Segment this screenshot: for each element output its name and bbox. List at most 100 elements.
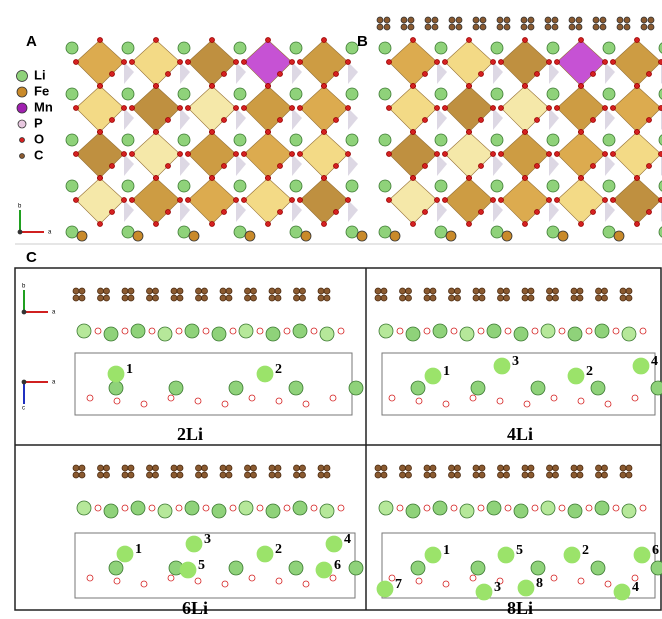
atom — [322, 130, 327, 135]
atom — [435, 180, 447, 192]
atom — [528, 295, 534, 301]
atom — [239, 324, 253, 338]
atom — [242, 198, 247, 203]
atom — [424, 465, 430, 471]
atom — [177, 465, 183, 471]
atom — [547, 152, 552, 157]
atom — [596, 465, 602, 471]
atom — [406, 327, 420, 341]
atom — [114, 398, 120, 404]
atom — [166, 164, 171, 169]
atom — [222, 210, 227, 215]
atom — [275, 472, 281, 478]
atom — [568, 504, 582, 518]
atom — [521, 17, 527, 23]
polyhedron — [389, 40, 437, 86]
polyhedron — [549, 154, 559, 176]
polyhedron — [180, 108, 190, 130]
atom — [166, 210, 171, 215]
atom — [154, 176, 159, 181]
atom — [424, 295, 430, 301]
atom — [245, 231, 255, 241]
atom — [346, 134, 358, 146]
atom — [435, 42, 447, 54]
atom — [122, 472, 128, 478]
axis-label: b — [18, 204, 22, 210]
atom — [154, 38, 159, 43]
atom — [104, 327, 118, 341]
atom — [77, 501, 91, 515]
atom — [266, 38, 271, 43]
atom — [20, 154, 25, 159]
atom — [269, 472, 275, 478]
atom — [87, 395, 93, 401]
atom — [498, 472, 504, 478]
atom — [220, 472, 226, 478]
atom — [158, 504, 172, 518]
atom — [524, 401, 530, 407]
atom — [384, 17, 390, 23]
atom — [18, 230, 22, 234]
atom — [591, 561, 605, 575]
polyhedron — [124, 62, 134, 84]
atom — [603, 152, 608, 157]
atom — [504, 24, 510, 30]
site-number: 1 — [135, 542, 142, 557]
polyhedron — [348, 200, 358, 222]
atom — [531, 381, 545, 395]
atom — [635, 38, 640, 43]
atom — [559, 328, 565, 334]
atom — [390, 231, 400, 241]
polyhedron — [605, 200, 615, 222]
atom — [346, 60, 351, 65]
atom — [229, 561, 243, 575]
atom — [547, 106, 552, 111]
atom — [346, 180, 358, 192]
atom — [222, 118, 227, 123]
atom — [400, 288, 406, 294]
atom — [230, 505, 236, 511]
atom — [387, 106, 392, 111]
atom — [289, 561, 303, 575]
atom — [196, 465, 202, 471]
atom — [491, 152, 496, 157]
atom — [122, 42, 134, 54]
atom — [545, 24, 551, 30]
polyhedron — [493, 200, 503, 222]
atom — [178, 180, 190, 192]
atom — [202, 288, 208, 294]
atom — [251, 295, 257, 301]
atom — [416, 578, 422, 584]
atom — [547, 88, 559, 100]
atom — [196, 472, 202, 478]
atom — [401, 24, 407, 30]
atom — [318, 465, 324, 471]
atom — [523, 38, 528, 43]
atom — [545, 17, 551, 23]
atom — [245, 465, 251, 471]
atom — [547, 42, 559, 54]
polyhedron — [244, 86, 292, 132]
polyhedron — [549, 62, 559, 84]
atom — [614, 231, 624, 241]
atom — [408, 24, 414, 30]
atom — [435, 88, 447, 100]
atom — [77, 324, 91, 338]
site-number: 1 — [126, 362, 133, 377]
atom — [128, 472, 134, 478]
site-number: 1 — [443, 543, 450, 558]
atom — [605, 401, 611, 407]
polyhedron — [549, 200, 559, 222]
polyhedron — [348, 62, 358, 84]
atom — [435, 198, 440, 203]
atom — [600, 24, 606, 30]
atom — [195, 578, 201, 584]
atom — [505, 505, 511, 511]
atom — [195, 398, 201, 404]
atom — [18, 120, 26, 128]
atom — [535, 72, 540, 77]
atom — [377, 17, 383, 23]
atom — [168, 575, 174, 581]
atom — [579, 38, 584, 43]
atom — [87, 575, 93, 581]
